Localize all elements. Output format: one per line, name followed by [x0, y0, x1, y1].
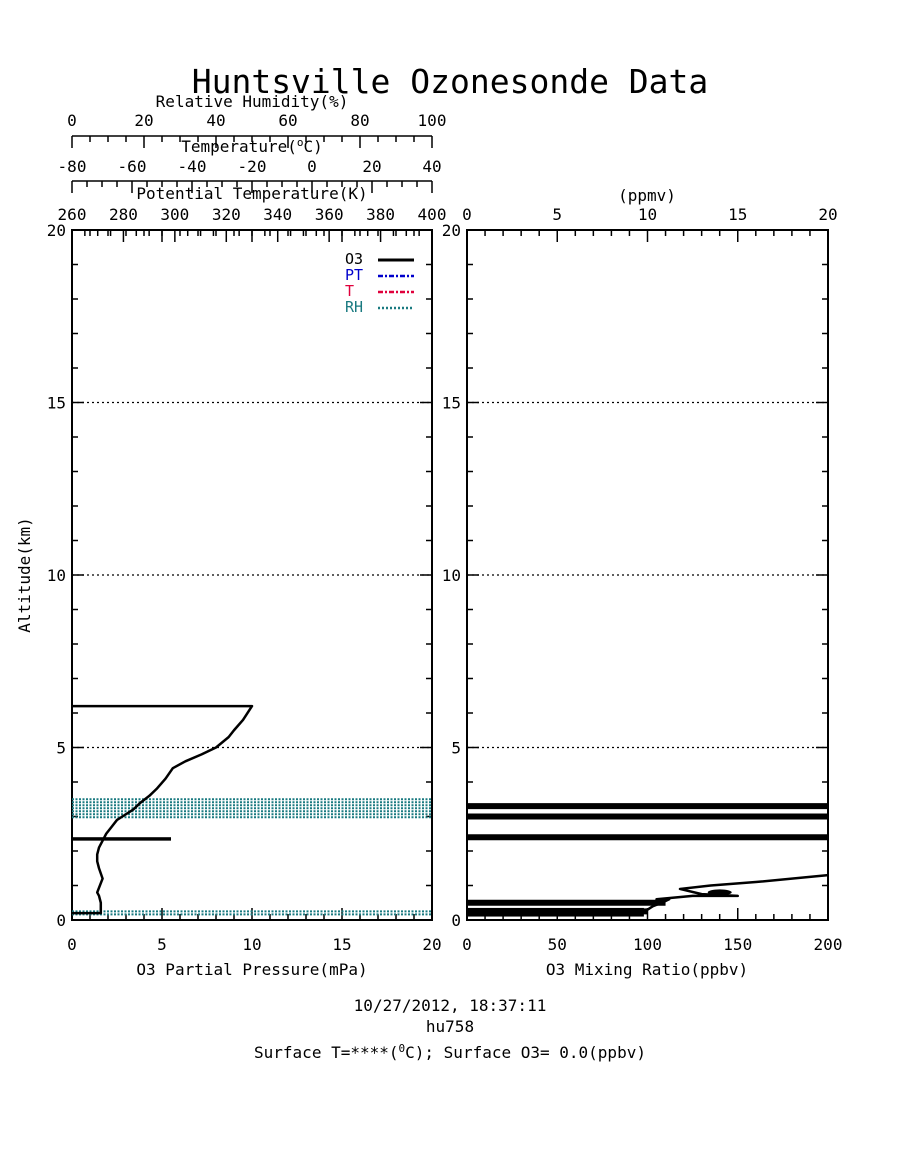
top-axis-tick-label: 60: [278, 111, 297, 130]
right-ytick-label: 10: [442, 566, 461, 585]
altitude-axis-label: Altitude(km): [15, 517, 34, 633]
left-xtick-label: 10: [242, 935, 261, 954]
o3-band: [72, 837, 171, 841]
right-xtick-label: 150: [723, 935, 752, 954]
ppmv-tick-label: 15: [728, 205, 747, 224]
left-xtick-label: 5: [157, 935, 167, 954]
top-axis-tick-label: 320: [212, 205, 241, 224]
top-axis-tick-label: 0: [307, 157, 317, 176]
left-xtick-label: 0: [67, 935, 77, 954]
top-axis-tick-label: 380: [366, 205, 395, 224]
right-ytick-label: 15: [442, 394, 461, 413]
top-axis-tick-label: -80: [58, 157, 87, 176]
right-xtick-label: 100: [633, 935, 662, 954]
ppmv-tick-label: 5: [552, 205, 562, 224]
top-axis-tick-label: 80: [350, 111, 369, 130]
footer-flight-id: hu758: [426, 1017, 474, 1036]
ppmv-tick-label: 20: [818, 205, 837, 224]
top-axis-tick-label: 400: [418, 205, 447, 224]
ppmv-axis-label: (ppmv): [618, 186, 676, 205]
top-axis-tick-label: 0: [67, 111, 77, 130]
top-axis-tick-label: 300: [160, 205, 189, 224]
left-ytick-label: 20: [47, 221, 66, 240]
legend-label: RH: [345, 298, 363, 316]
top-axis-tick-label: -60: [118, 157, 147, 176]
potential-temperature-axis-label: Potential Temperature(K): [136, 184, 367, 203]
top-axis-tick-label: 20: [362, 157, 381, 176]
mixing-ratio-axis-label: O3 Mixing Ratio(ppbv): [546, 960, 748, 979]
left-ytick-label: 10: [47, 566, 66, 585]
o3-partial-pressure-line: [72, 704, 254, 915]
partial-pressure-axis-label: O3 Partial Pressure(mPa): [136, 960, 367, 979]
ppmv-tick-label: 0: [462, 205, 472, 224]
o3-mixing-ratio-line: [467, 873, 829, 915]
left-xtick-label: 20: [422, 935, 441, 954]
top-axis-tick-label: 340: [263, 205, 292, 224]
legend-label: PT: [345, 266, 363, 284]
right-xtick-label: 200: [814, 935, 843, 954]
top-axis-tick-label: 260: [58, 205, 87, 224]
left-ytick-label: 5: [56, 739, 66, 758]
top-axis-tick-label: -40: [178, 157, 207, 176]
ppmv-tick-label: 10: [638, 205, 657, 224]
top-axis-tick-label: -20: [238, 157, 267, 176]
rh-axis-label: Relative Humidity(%): [156, 92, 349, 111]
top-axis-tick-label: 20: [134, 111, 153, 130]
legend-label: T: [345, 282, 354, 300]
temperature-axis-label: Temperature(oC): [181, 136, 322, 156]
left-xtick-label: 15: [332, 935, 351, 954]
right-ytick-label: 5: [451, 739, 461, 758]
top-axis-tick-label: 280: [109, 205, 138, 224]
right-ytick-label: 20: [442, 221, 461, 240]
left-ytick-label: 0: [56, 911, 66, 930]
o3-mixing-lobe: [707, 889, 732, 896]
top-axis-tick-label: 40: [206, 111, 225, 130]
chart-title: Huntsville Ozonesonde Data: [192, 62, 709, 101]
right-xtick-label: 50: [548, 935, 567, 954]
top-axis-tick-label: 40: [422, 157, 441, 176]
right-ytick-label: 0: [451, 911, 461, 930]
right-xtick-label: 0: [462, 935, 472, 954]
footer-surface-info: Surface T=****(0C); Surface O3= 0.0(ppbv…: [254, 1042, 646, 1062]
footer-datetime: 10/27/2012, 18:37:11: [354, 996, 547, 1015]
top-axis-tick-label: 360: [315, 205, 344, 224]
legend-label: O3: [345, 250, 363, 268]
top-axis-tick-label: 100: [418, 111, 447, 130]
left-ytick-label: 15: [47, 394, 66, 413]
